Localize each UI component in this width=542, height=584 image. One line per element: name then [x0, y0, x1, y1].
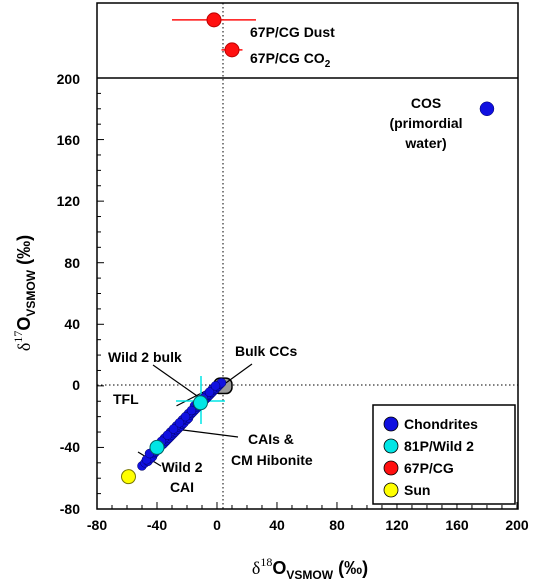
annotation-cos-2: (primordial: [389, 115, 462, 131]
legend-label: 81P/Wild 2: [404, 438, 474, 454]
legend-label: Chondrites: [404, 416, 478, 432]
x-tick-label: 200: [505, 517, 529, 533]
x-tick-label: 120: [385, 517, 409, 533]
chondrite-point: [186, 405, 197, 416]
leader-cais: [182, 429, 239, 438]
legend: Chondrites 81P/Wild 2 67P/CG Sun: [372, 404, 516, 505]
y-tick-labels: -80 -40 0 40 80 120 160 200: [57, 71, 81, 517]
y-tick-label: 120: [57, 193, 81, 209]
y-tick-label: 80: [64, 255, 80, 271]
chondrite-point: [204, 387, 215, 397]
other-series: [120, 395, 208, 485]
annotation-tfl: TFL: [113, 391, 139, 407]
chondrite-point: [180, 411, 191, 422]
annotation-wild2-cai-2: CAI: [170, 479, 194, 495]
chondrite-point: [168, 424, 179, 434]
annotation-cos-3: water): [404, 135, 446, 151]
y-tick-label: -40: [60, 439, 80, 455]
y-tick-label: 200: [57, 71, 81, 87]
legend-marker-chondrites: [383, 416, 399, 432]
annotation-co2: 67P/CG CO2: [250, 50, 331, 70]
annotation-cais-2: CM Hibonite: [231, 452, 313, 468]
x-tick-label: 80: [329, 517, 345, 533]
x-tick-label: -80: [87, 517, 107, 533]
sun-point: [120, 469, 136, 485]
annotation-dust: 67P/CG Dust: [250, 24, 335, 40]
y-tick-label: 0: [72, 377, 80, 393]
annotation-wild2-cai-1: Wild 2: [161, 459, 202, 475]
annotation-cais-1: CAIs &: [248, 431, 294, 447]
x-tick-label: 160: [445, 517, 469, 533]
annotation-cos-1: COS: [411, 95, 441, 111]
x-tick-labels: -80 -40 0 40 80 120 160 200: [87, 517, 529, 533]
annotation-wild2-bulk: Wild 2 bulk: [108, 349, 182, 365]
axis-ticks: [96, 77, 518, 510]
x-tick-label: 0: [213, 517, 221, 533]
y-tick-label: 160: [57, 132, 81, 148]
chondrite-point: [174, 418, 185, 428]
legend-label: Sun: [404, 482, 430, 498]
point-67p-dust: [206, 12, 222, 28]
x-tick-label: 40: [269, 517, 285, 533]
annotation-bulk-ccs: Bulk CCs: [235, 343, 297, 359]
y-tick-label: 40: [64, 316, 80, 332]
chondrite-point: [162, 430, 173, 440]
wild2-point: [149, 439, 165, 455]
y-tick-label: -80: [60, 501, 80, 517]
x-tick-label: -40: [147, 517, 167, 533]
legend-marker-67p: [383, 460, 399, 476]
y-axis-label: δ17OVSMOW (‰): [11, 235, 38, 351]
chondrite-point: [479, 101, 495, 117]
point-67p-co2: [224, 42, 240, 58]
legend-label: 67P/CG: [404, 460, 454, 476]
plot-frame: [96, 2, 519, 510]
x-axis-label: δ18OVSMOW (‰): [252, 555, 368, 582]
wild2-point: [192, 395, 208, 411]
chondrite-point: [210, 381, 221, 391]
legend-marker-wild2: [383, 438, 399, 454]
leader-wild2-bulk: [152, 364, 201, 399]
legend-marker-sun: [383, 482, 399, 498]
